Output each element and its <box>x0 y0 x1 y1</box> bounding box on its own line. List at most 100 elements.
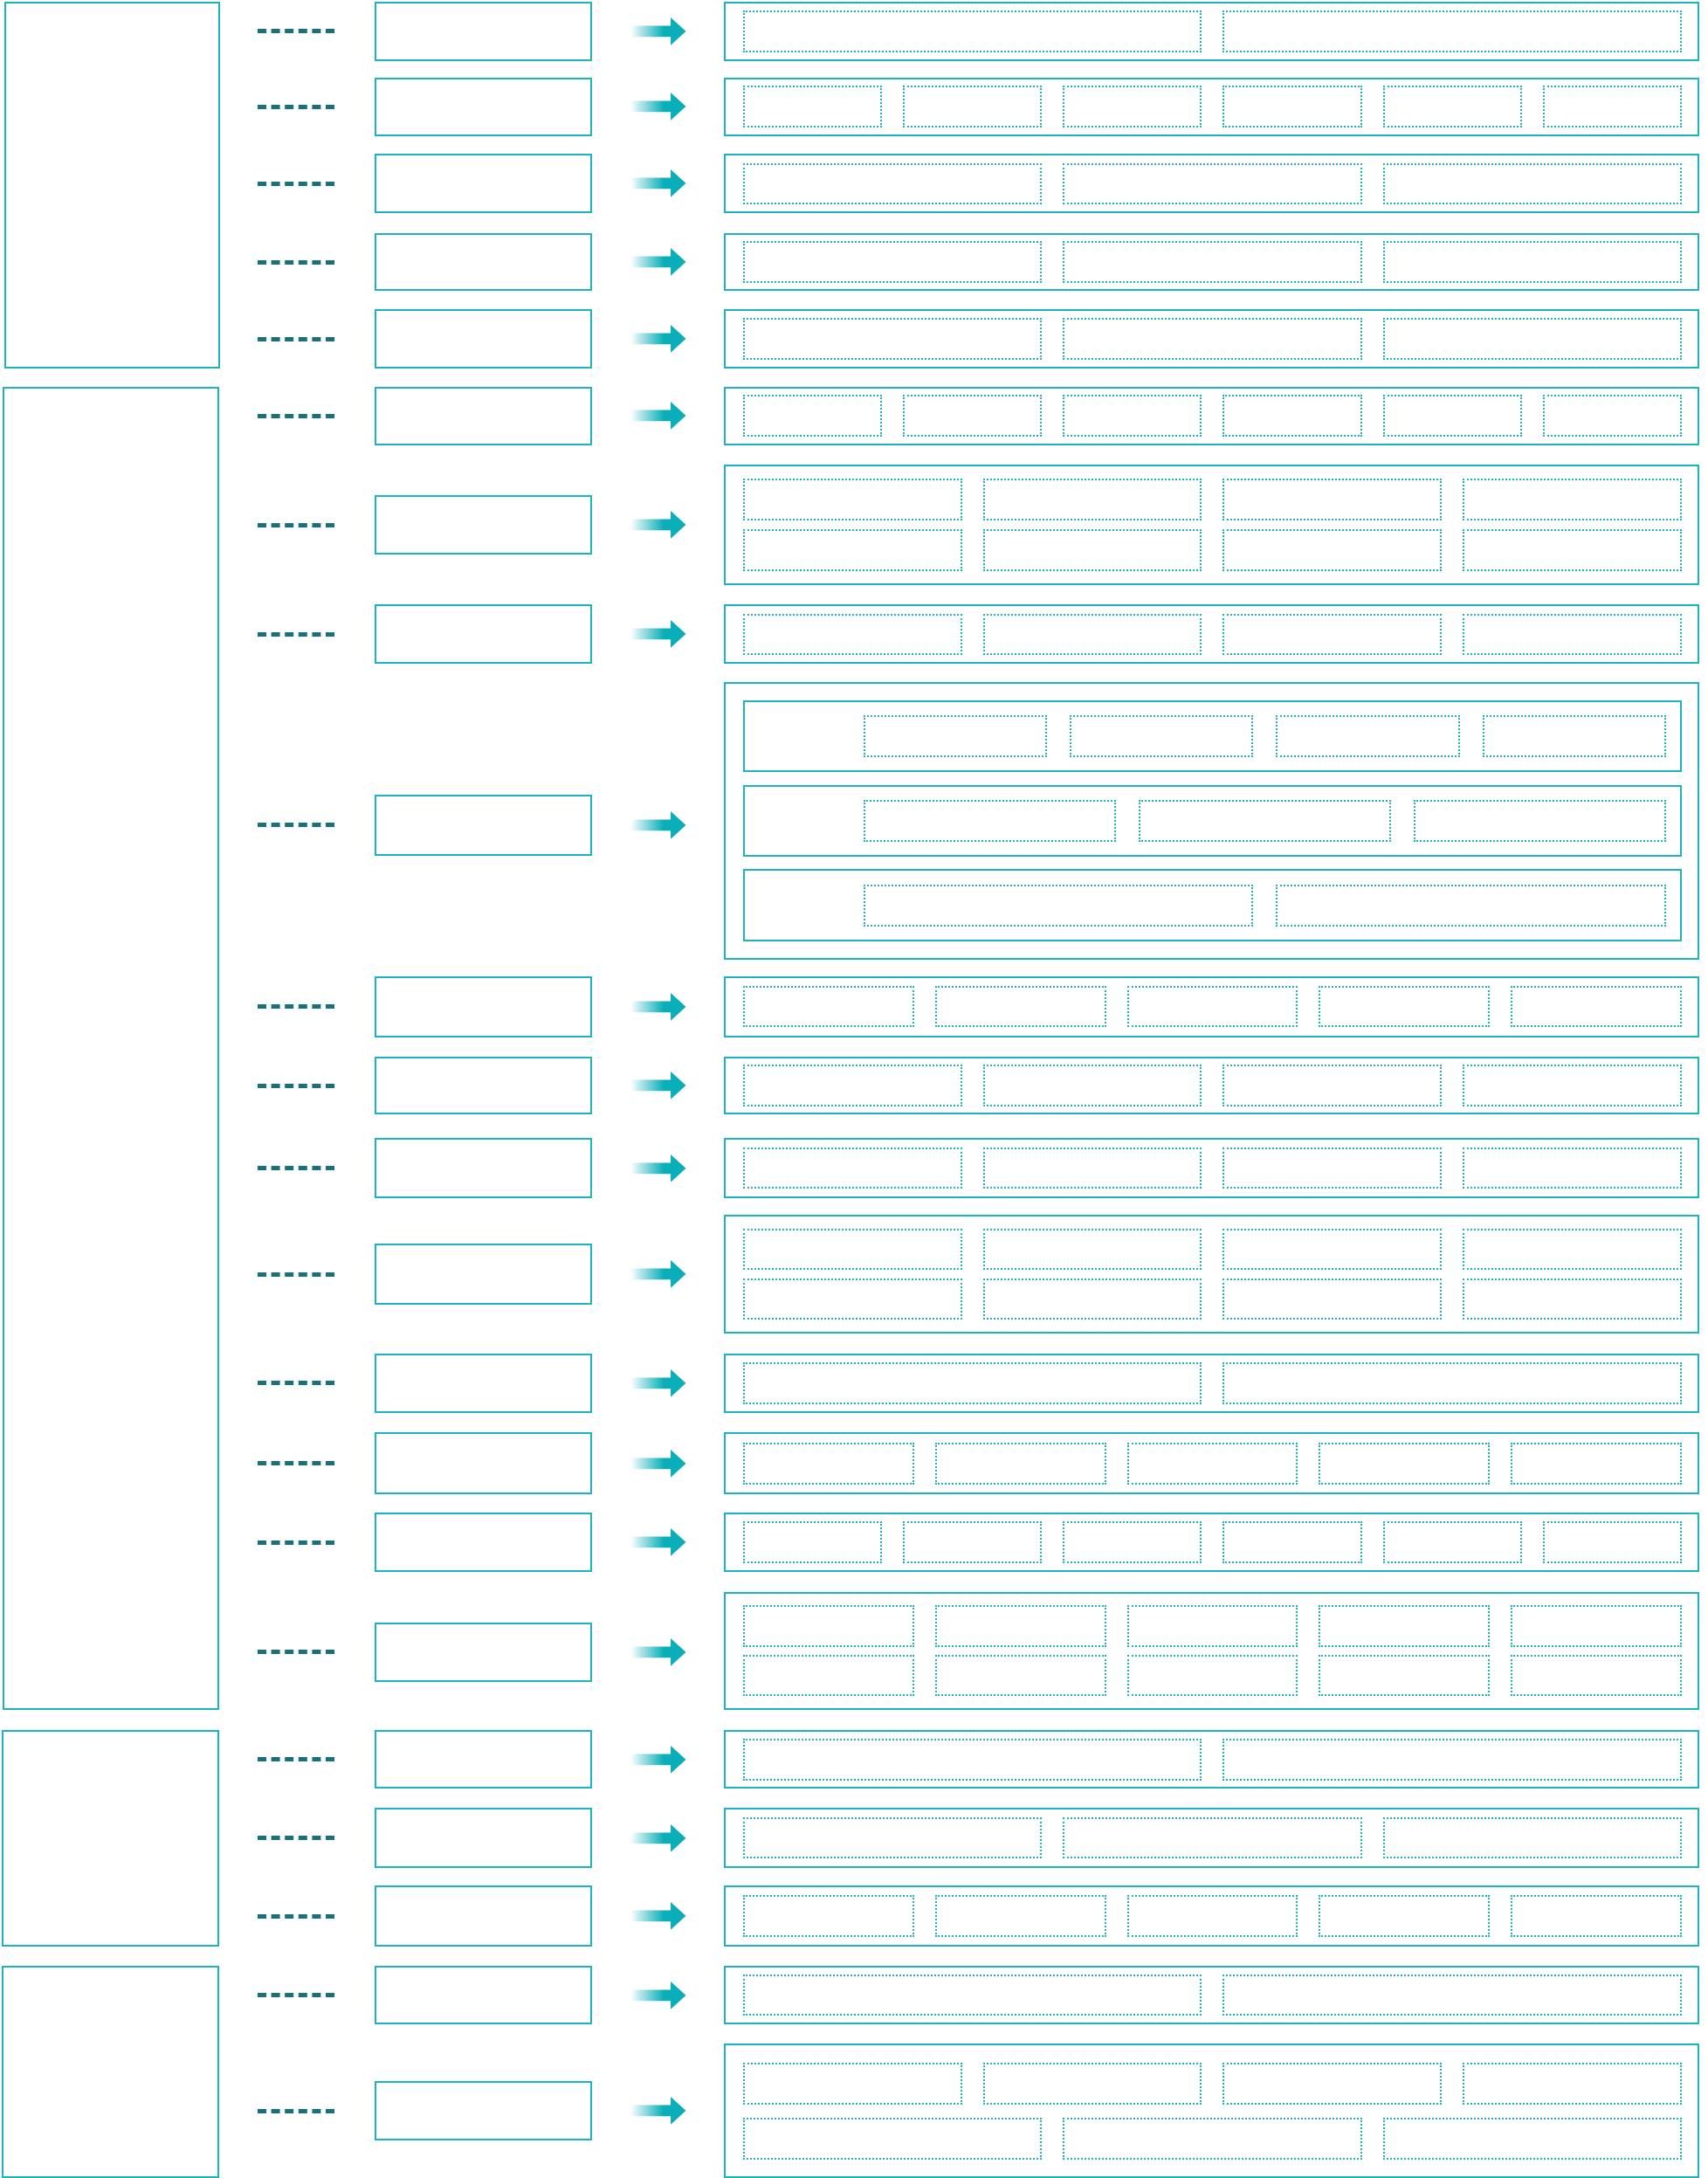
category-box <box>374 1432 592 1495</box>
cell-row <box>742 1278 1682 1320</box>
cell-row <box>742 613 1682 656</box>
cell-row <box>742 528 1682 571</box>
content-grid <box>742 610 1682 659</box>
sub-panel <box>742 784 1682 858</box>
item-cell <box>742 1442 914 1485</box>
right-arrow-icon <box>630 1637 686 1671</box>
connector-line <box>258 522 334 527</box>
cell-row <box>742 1442 1682 1485</box>
item-cell <box>1382 318 1682 360</box>
right-arrow-icon <box>630 1260 686 1292</box>
item-cell <box>1222 1147 1443 1189</box>
cell-row <box>742 2062 1682 2105</box>
group-box <box>3 386 219 1710</box>
category-box <box>374 1622 592 1682</box>
content-grid <box>742 1062 1682 1109</box>
connector-line <box>258 1461 334 1466</box>
right-arrow-icon <box>630 810 686 844</box>
item-cell <box>742 985 914 1028</box>
cell-row <box>742 1361 1682 1404</box>
item-cell <box>982 1228 1202 1271</box>
item-cell <box>1063 1521 1202 1564</box>
item-cell <box>742 2117 1043 2160</box>
cell-row <box>742 1065 1682 1106</box>
category-box <box>374 1513 592 1573</box>
item-cell <box>1126 1895 1298 1937</box>
category-box <box>374 494 592 555</box>
item-cell <box>1463 613 1682 656</box>
category-box <box>374 1730 592 1789</box>
item-cell <box>1126 1654 1298 1697</box>
right-arrow-icon <box>630 1368 686 1402</box>
right-arrow-icon <box>630 1528 686 1561</box>
item-cell <box>934 1895 1106 1937</box>
right-arrow-icon <box>630 620 686 652</box>
item-cell <box>1063 2117 1362 2160</box>
item-cell <box>1511 1604 1682 1647</box>
right-arrow-icon <box>630 1154 686 1187</box>
cell-row <box>863 884 1666 927</box>
content-box <box>723 1591 1700 1710</box>
item-cell <box>1463 1147 1682 1189</box>
item-cell <box>1463 528 1682 571</box>
item-cell <box>1138 800 1391 842</box>
item-cell <box>1222 86 1362 128</box>
item-cell <box>1319 985 1491 1028</box>
category-box <box>374 1244 592 1305</box>
item-cell <box>1319 1604 1491 1647</box>
category-box <box>374 1056 592 1115</box>
item-cell <box>1063 1816 1362 1859</box>
item-cell <box>1382 241 1682 283</box>
connector-line <box>258 1650 334 1655</box>
right-arrow-icon <box>630 248 686 280</box>
connector-line <box>258 336 334 341</box>
item-cell <box>742 1895 914 1937</box>
item-cell <box>1063 86 1202 128</box>
item-cell <box>934 1604 1106 1647</box>
content-grid <box>742 1597 1682 1704</box>
content-box <box>723 464 1700 585</box>
item-cell <box>742 86 883 128</box>
content-grid <box>742 1814 1682 1863</box>
connector-line <box>258 181 334 186</box>
content-grid <box>742 1220 1682 1328</box>
item-cell <box>742 613 962 656</box>
item-cell <box>934 1654 1106 1697</box>
category-box <box>374 604 592 665</box>
item-cell <box>742 1974 1202 2016</box>
item-cell <box>1222 1974 1682 2016</box>
cell-row <box>742 1521 1682 1564</box>
connector-line <box>258 1381 334 1386</box>
item-cell <box>1222 10 1682 52</box>
content-grid <box>742 238 1682 286</box>
right-arrow-icon <box>630 511 686 543</box>
cell-row <box>742 1738 1682 1781</box>
item-cell <box>982 1147 1202 1189</box>
item-cell <box>863 715 1048 757</box>
category-box <box>374 77 592 136</box>
item-cell <box>1542 86 1682 128</box>
connector-line <box>258 1757 334 1762</box>
content-box <box>723 1513 1700 1573</box>
connector-line <box>258 1004 334 1010</box>
content-grid <box>742 392 1682 439</box>
content-grid <box>742 1972 1682 2019</box>
item-cell <box>1063 162 1362 205</box>
item-cell <box>1413 800 1666 842</box>
right-arrow-icon <box>630 1745 686 1778</box>
item-cell <box>742 2062 962 2105</box>
item-cell <box>1382 395 1522 438</box>
item-cell <box>742 479 962 520</box>
item-cell <box>1382 162 1682 205</box>
content-grid <box>742 982 1682 1031</box>
content-box <box>723 77 1700 136</box>
item-cell <box>742 1738 1202 1781</box>
item-cell <box>982 479 1202 520</box>
item-cell <box>1063 241 1362 283</box>
cell-row <box>742 1974 1682 2016</box>
content-grid <box>742 1144 1682 1193</box>
item-cell <box>1126 1442 1298 1485</box>
connector-line <box>258 259 334 265</box>
connector-line <box>258 823 334 828</box>
category-box <box>374 1966 592 2024</box>
